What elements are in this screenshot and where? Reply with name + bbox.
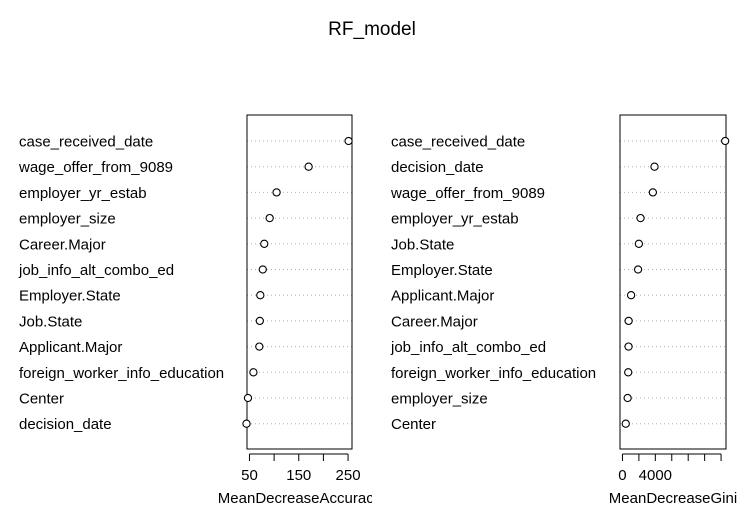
x-tick-label: 150 <box>286 467 311 484</box>
category-label: Career.Major <box>391 313 478 330</box>
chart-title: RF_model <box>328 19 416 40</box>
category-label: case_received_date <box>391 134 525 151</box>
data-point <box>255 342 264 351</box>
data-point <box>624 316 633 326</box>
category-label: Center <box>391 416 436 433</box>
category-label: Job.State <box>19 313 82 330</box>
category-label: Job.State <box>391 236 454 253</box>
category-label: foreign_worker_info_education <box>19 365 224 382</box>
data-point <box>256 291 265 300</box>
category-label: decision_date <box>19 416 112 433</box>
x-axis-label: MeanDecreaseAccuracy <box>218 490 382 507</box>
category-label: foreign_worker_info_education <box>391 365 596 382</box>
category-label: case_received_date <box>19 134 153 151</box>
data-point <box>624 368 633 377</box>
data-point <box>242 419 251 428</box>
data-point <box>255 316 264 326</box>
mean-decrease-gini-panel: case_received_date decision_date wage_offe… <box>390 114 737 507</box>
category-label: Applicant.Major <box>19 339 122 356</box>
data-point <box>648 188 658 197</box>
category-label: employer_size <box>19 211 116 228</box>
category-label: decision_date <box>391 159 484 176</box>
data-point <box>636 213 645 223</box>
x-axis-label: MeanDecreaseGini <box>609 490 737 507</box>
x-tick-label: 250 <box>336 467 361 484</box>
x-tick-label: 50 <box>241 467 258 484</box>
data-point <box>721 136 730 146</box>
category-label: employer_yr_estab <box>391 211 519 228</box>
category-label: job_info_alt_combo_ed <box>390 339 546 356</box>
data-point <box>249 368 258 377</box>
category-label: wage_offer_from_9089 <box>18 159 173 176</box>
data-point <box>265 213 274 223</box>
category-label: Center <box>19 391 64 408</box>
data-point <box>650 162 659 171</box>
plot-frame <box>619 114 727 450</box>
category-label: employer_yr_estab <box>19 185 147 202</box>
data-point <box>260 239 269 248</box>
data-point <box>621 419 630 428</box>
data-point <box>344 136 353 146</box>
data-point <box>243 393 253 403</box>
mean-decrease-accuracy-panel: case_received_date wage_offer_from_9089em… <box>18 114 382 507</box>
data-point <box>633 265 643 274</box>
data-point <box>624 342 633 351</box>
data-point <box>272 188 281 197</box>
category-label: employer_size <box>391 391 488 408</box>
category-label: wage_offer_from_9089 <box>390 185 545 202</box>
data-point <box>304 162 313 171</box>
category-label: Applicant.Major <box>391 288 494 305</box>
x-tick-label: 0 <box>618 467 626 484</box>
category-label: Career.Major <box>19 236 106 253</box>
category-label: Employer.State <box>19 288 121 305</box>
x-tick-label: 4000 <box>639 467 672 484</box>
data-point <box>258 265 267 274</box>
category-label: Employer.State <box>391 262 493 279</box>
data-point <box>626 291 636 300</box>
data-point <box>623 393 632 403</box>
data-point <box>634 239 644 248</box>
category-label: job_info_alt_combo_ed <box>18 262 174 279</box>
plot-frame <box>246 114 353 450</box>
